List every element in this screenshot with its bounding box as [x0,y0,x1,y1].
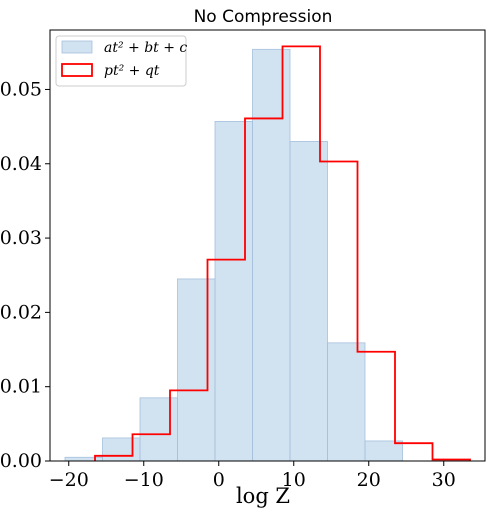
x-tick-label: −20 [49,469,89,491]
histogram-bar [289,141,328,462]
legend-label: pt² + qt [104,63,160,79]
histogram-bar [64,456,103,462]
y-tick-label: 0.04 [0,153,42,175]
x-tick-label: 10 [282,469,306,491]
chart-title: No Compression [194,7,333,27]
x-tick-label: 20 [357,469,381,491]
x-tick-label: 0 [213,469,225,491]
step-histogram-line [94,45,471,461]
x-axis-label: log Z [236,484,290,508]
histogram-bar [252,48,291,462]
x-tick-label: −10 [124,469,164,491]
legend-swatch-filled [61,40,93,54]
plot-frame [49,29,486,462]
histogram-bar [214,121,253,462]
histogram-bar [177,278,216,462]
legend: at² + bt + c pt² + qt [55,35,187,87]
histogram-bar [327,342,366,462]
histogram-bar [139,397,178,462]
x-tick-label: 30 [432,469,456,491]
plot-area: −20 −10 0 10 20 30 0.00 0.01 0.02 0.03 0.04 0.05 at²… [0,29,486,491]
y-tick-label: 0.05 [0,78,42,100]
y-tick-label: 0.01 [0,376,42,398]
legend-label: at² + bt + c [104,40,187,56]
histogram-bar [102,437,141,462]
y-tick-label: 0.03 [0,227,42,249]
legend-swatch-step [61,63,93,77]
y-tick-label: 0.00 [0,450,42,472]
y-tick-label: 0.02 [0,301,42,323]
